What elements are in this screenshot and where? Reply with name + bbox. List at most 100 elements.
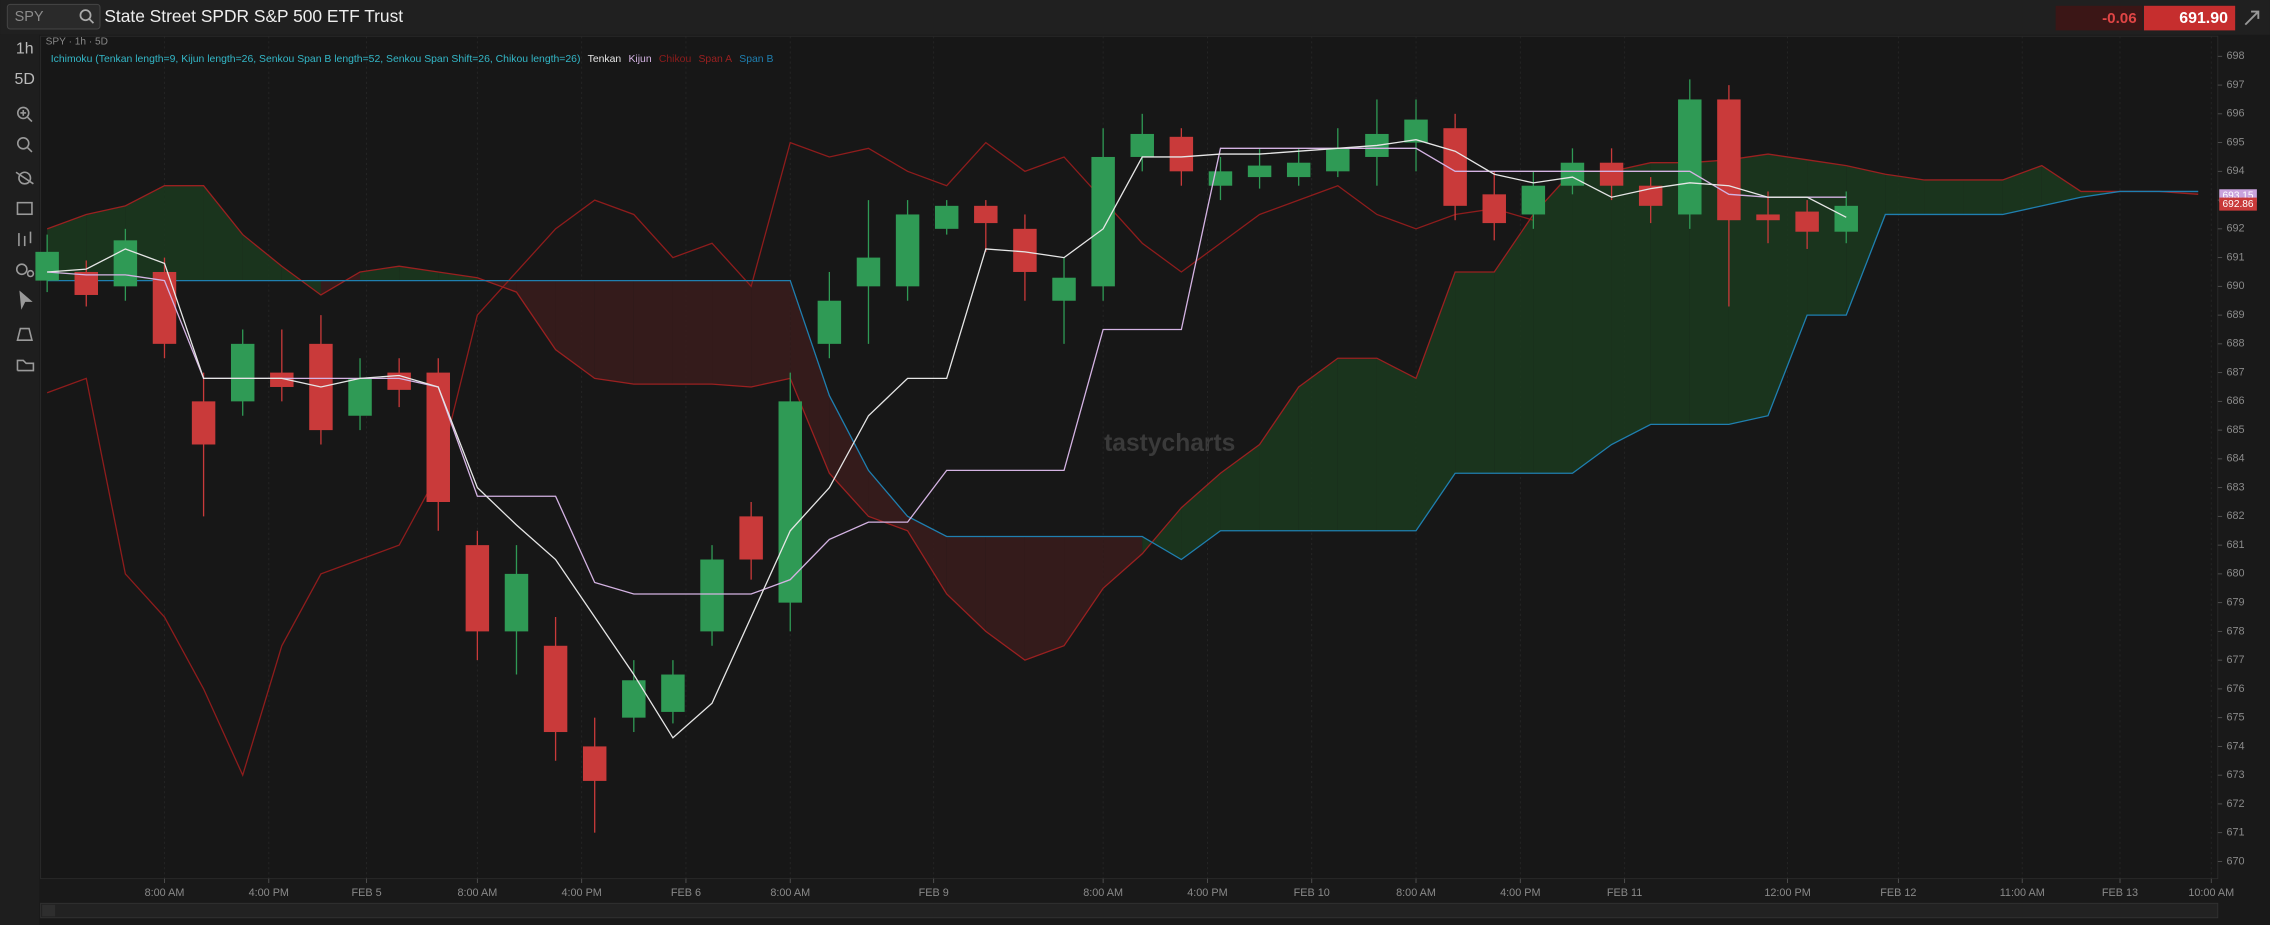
chart-subtitle: SPY · 1h · 5D xyxy=(46,37,108,48)
x-tick-label: 11:00 AM xyxy=(2000,887,2045,899)
y-tick-label: 692 xyxy=(2226,223,2244,235)
cloud-segment xyxy=(1103,536,1143,589)
watermark: tastycharts xyxy=(1104,430,1235,457)
indicator-line xyxy=(47,147,1847,595)
candle-body xyxy=(35,251,59,281)
candle-body xyxy=(1326,148,1350,172)
range-button[interactable]: 5D xyxy=(15,71,35,88)
cloud-segment xyxy=(242,234,282,281)
scroll-left[interactable] xyxy=(42,904,56,917)
x-tick-label: FEB 10 xyxy=(1294,887,1330,899)
cloud-segment xyxy=(633,280,673,385)
instrument-title: State Street SPDR S&P 500 ETF Trust xyxy=(104,6,403,26)
legend-entry: Span B xyxy=(739,54,773,65)
y-tick-label: 675 xyxy=(2226,712,2244,724)
legend-entry: Chikou xyxy=(659,54,692,65)
cloud-segment xyxy=(203,185,243,281)
y-tick-label: 687 xyxy=(2226,366,2244,378)
price-marker-label: 693.15 xyxy=(2223,190,2254,201)
candle-body xyxy=(504,573,529,632)
cloud-segment xyxy=(1533,171,1573,474)
cloud-segment xyxy=(164,185,204,281)
top-bar xyxy=(0,0,2270,35)
cloud-segment xyxy=(1376,358,1417,531)
symbol-input[interactable] xyxy=(6,3,101,30)
symbol-text: SPY xyxy=(15,9,44,25)
interval-button[interactable]: 1h xyxy=(16,40,34,57)
cloud-segment xyxy=(1064,536,1104,646)
change-box xyxy=(2055,5,2143,31)
x-tick-label: FEB 13 xyxy=(2102,887,2138,899)
candle-body xyxy=(1521,185,1546,215)
candle-body xyxy=(974,205,998,224)
legend-entry: Span A xyxy=(698,54,732,65)
y-tick-label: 681 xyxy=(2226,539,2244,551)
y-tick-label: 684 xyxy=(2226,453,2244,465)
zoom-in[interactable] xyxy=(16,106,33,123)
indicator-line xyxy=(46,153,2199,661)
settings[interactable] xyxy=(15,263,35,278)
x-tick-label: FEB 12 xyxy=(1880,887,1916,899)
drawings[interactable] xyxy=(16,201,33,216)
cursor[interactable] xyxy=(19,290,33,310)
chart-style[interactable] xyxy=(18,231,32,247)
x-tick-label: 10:00 AM xyxy=(2188,887,2234,899)
candle-body xyxy=(1560,162,1585,186)
candle-body xyxy=(856,257,881,287)
candle-body xyxy=(1599,162,1624,186)
cloud-segment xyxy=(1611,162,1651,445)
cloud-segment xyxy=(1220,444,1260,531)
candle-body xyxy=(1130,133,1154,157)
indicator-label: Ichimoku (Tenkan length=9, Kijun length=… xyxy=(51,54,581,65)
y-tick-label: 670 xyxy=(2226,855,2244,867)
open-folder[interactable] xyxy=(16,359,35,372)
cloud-segment xyxy=(1689,159,1729,425)
indicator-line xyxy=(46,141,1534,778)
candle-body xyxy=(1404,119,1428,143)
studies[interactable] xyxy=(15,171,34,185)
candle-body xyxy=(661,674,685,712)
plot-area xyxy=(40,35,2219,880)
candle-body xyxy=(1834,205,1858,232)
candle-body xyxy=(1717,99,1741,221)
last-price-text: 691.90 xyxy=(2179,10,2228,27)
candle-body xyxy=(1091,156,1115,287)
candle-body xyxy=(582,746,607,781)
candle-body xyxy=(1795,211,1819,232)
legend-entry: Tenkan xyxy=(588,54,622,65)
cloud-segment xyxy=(1572,171,1612,474)
candle-body xyxy=(622,680,646,718)
price-marker xyxy=(2219,197,2257,211)
candle-body xyxy=(934,205,959,229)
cloud-segment xyxy=(1924,179,1964,215)
candle-body xyxy=(1638,185,1663,206)
candle-body xyxy=(1286,162,1311,178)
x-tick-label: 4:00 PM xyxy=(1500,887,1540,899)
candle-body xyxy=(1482,194,1506,224)
x-tick-label: FEB 11 xyxy=(1607,887,1642,899)
popout-icon[interactable] xyxy=(2244,10,2260,26)
y-tick-label: 676 xyxy=(2226,683,2244,695)
candle-body xyxy=(1443,128,1467,206)
zoom-out[interactable] xyxy=(16,137,33,153)
candle-body xyxy=(270,372,294,387)
candle-body xyxy=(113,240,138,287)
candle-body xyxy=(700,559,724,632)
y-tick-label: 677 xyxy=(2226,654,2244,666)
cloud-segment xyxy=(790,280,830,474)
cloud-segment xyxy=(1807,159,1847,316)
search-icon[interactable] xyxy=(79,9,95,24)
tool-icons xyxy=(15,106,35,372)
y-tick-label: 682 xyxy=(2226,510,2244,522)
candle-body xyxy=(191,401,216,445)
cloud-segment xyxy=(946,536,986,632)
templates[interactable] xyxy=(16,327,33,341)
y-tick-label: 690 xyxy=(2226,280,2244,292)
last-price-box xyxy=(2143,5,2236,31)
x-tick-label: 4:00 PM xyxy=(561,887,601,899)
candle-body xyxy=(426,372,450,503)
y-tick-label: 695 xyxy=(2226,136,2244,148)
scrollbar[interactable] xyxy=(40,902,2219,919)
